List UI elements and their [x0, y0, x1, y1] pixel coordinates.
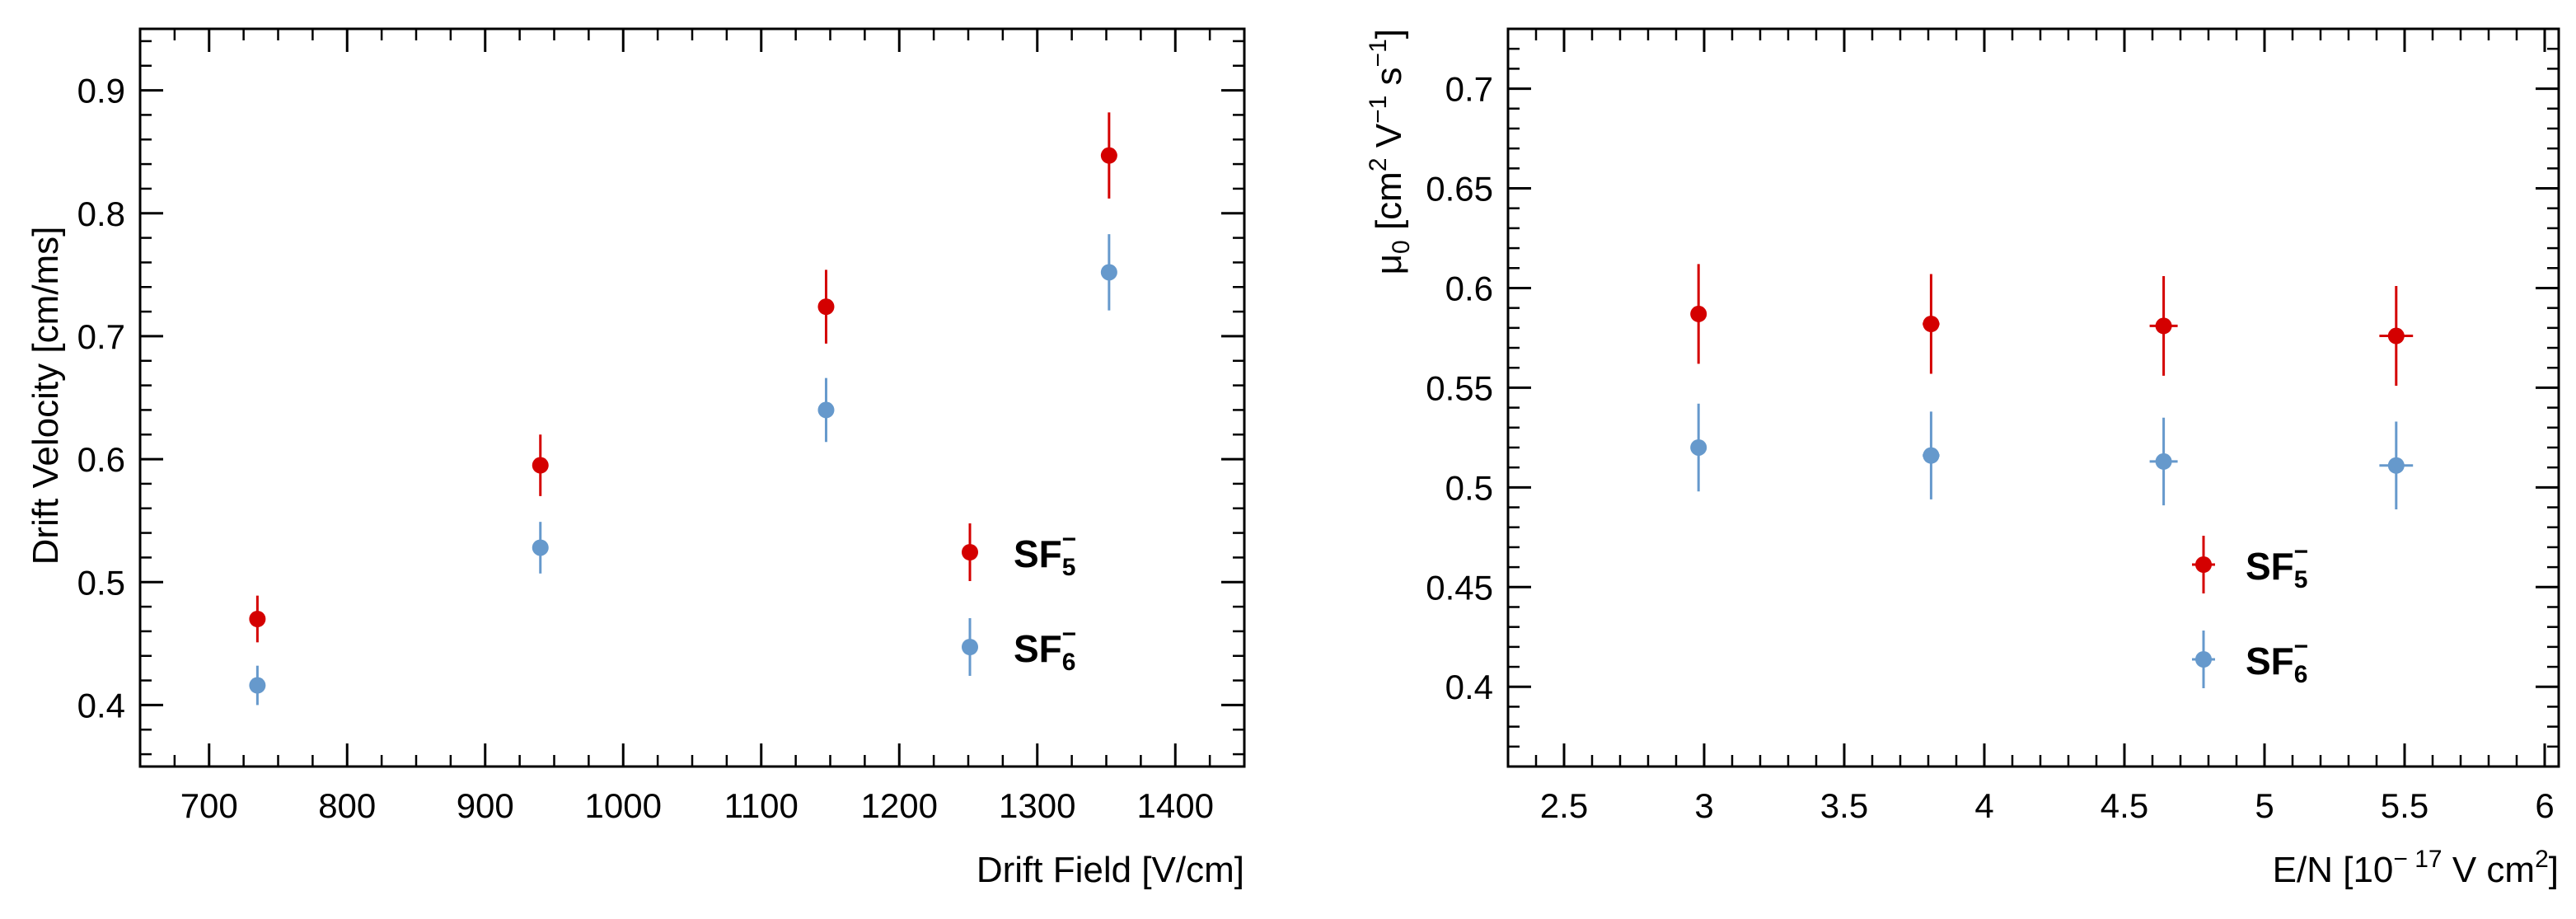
x-tick-label: 5.5: [2381, 786, 2428, 825]
data-point: [2155, 452, 2172, 470]
y-tick-label: 0.6: [1445, 269, 1493, 307]
x-tick-label: 1400: [1137, 786, 1214, 825]
plot-frame: [1506, 27, 2560, 768]
legend-label-sf5: SF5−: [1014, 526, 1076, 581]
legend-label-sub: 6: [1062, 649, 1076, 676]
x-tick-label: 1000: [585, 786, 662, 825]
data-point: [1690, 438, 1707, 456]
legend-marker: [962, 639, 978, 655]
data-point: [2155, 317, 2172, 335]
y-tick-label: 0.65: [1426, 170, 1493, 209]
legend-entry-sf6: SF6−: [962, 618, 1076, 676]
legend: SF5− SF6−: [962, 523, 1076, 676]
y-tick-label: 0.5: [1445, 468, 1493, 507]
legend-label-main: SF: [2246, 640, 2294, 682]
y-axis-title-sup: −1: [1365, 96, 1392, 124]
x-axis-title-part: V cm: [2443, 850, 2535, 890]
legend-label-sub: 5: [2294, 566, 2308, 593]
y-tick-label: 0.45: [1426, 568, 1493, 607]
y-axis-title-sub: 0: [1388, 240, 1415, 254]
x-axis-title-part: ]: [2549, 850, 2559, 890]
x-tick-label: 800: [318, 786, 376, 825]
legend-label-sup: −: [1061, 621, 1076, 648]
x-tick-label: 5: [2255, 786, 2274, 825]
y-axis-title-part: μ: [1369, 254, 1409, 274]
x-axis-title-part: E/N [10: [2273, 850, 2394, 890]
y-tick-label: 0.6: [77, 440, 125, 479]
plot-frame: [138, 27, 1246, 768]
legend-label-sf6: SF6−: [2246, 633, 2308, 688]
y-tick-label: 0.4: [77, 686, 125, 724]
y-axis-title-part: ]: [1369, 29, 1409, 39]
legend-label-sup: −: [2293, 538, 2308, 565]
legend-label-sub: 6: [2294, 661, 2308, 688]
x-tick-label: 1200: [861, 786, 938, 825]
legend-label-main: SF: [2246, 545, 2294, 588]
legend: SF5− SF6−: [2192, 536, 2308, 688]
legend-label-sup: −: [1061, 526, 1076, 553]
legend-label-sf6: SF6−: [1014, 621, 1076, 676]
y-tick-label: 0.7: [1445, 70, 1493, 109]
y-tick-label: 0.55: [1426, 368, 1493, 407]
y-tick-label: 0.5: [77, 563, 125, 602]
series-SF5-: [249, 112, 1117, 643]
drift-velocity-chart: 700 800 900 1000 1100 1200 1300 1400 0.4 0.5 0.6 0…: [26, 27, 1246, 890]
y-tick-label: 0.7: [77, 317, 125, 356]
x-tick-label: 700: [180, 786, 238, 825]
data-point: [1923, 316, 1940, 332]
x-axis-title: Drift Field [V/cm]: [977, 850, 1244, 890]
data-point: [2387, 457, 2405, 474]
data-point: [1100, 147, 1117, 164]
legend-label-sup: −: [2293, 633, 2308, 660]
legend-label-sf5: SF5−: [2246, 538, 2308, 593]
series-SF5-: [1690, 264, 2414, 386]
y-axis-title-part: s: [1369, 67, 1409, 95]
x-axis-title-sup: − 17: [2393, 846, 2442, 873]
x-tick-label: 900: [457, 786, 514, 825]
x-axis-title-sup: 2: [2535, 846, 2549, 873]
x-tick-label: 2.5: [1540, 786, 1588, 825]
y-tick-label: 0.4: [1445, 668, 1493, 706]
x-tick-label: 1100: [724, 786, 799, 825]
x-tick-label: 1300: [999, 786, 1075, 825]
legend-label-sub: 5: [1062, 554, 1076, 581]
y-axis-title: μ0 [cm2 V−1 s−1]: [1365, 29, 1415, 274]
y-axis-title: Drift Velocity [cm/ms]: [26, 227, 66, 565]
x-tick-label: 3.5: [1820, 786, 1868, 825]
series-SF6-: [1690, 403, 2414, 509]
legend-entry-sf6: SF6−: [2192, 631, 2308, 688]
data-point: [2387, 327, 2405, 345]
x-tick-label: 3: [1694, 786, 1713, 825]
y-axis-title-sup: −1: [1365, 39, 1392, 67]
legend-entry-sf5: SF5−: [962, 523, 1076, 581]
y-tick-label: 0.9: [77, 72, 125, 110]
x-tick-label: 4.5: [2101, 786, 2148, 825]
data-point: [817, 298, 835, 316]
legend-label-main: SF: [1014, 532, 1062, 575]
data-point: [1100, 264, 1117, 281]
legend-marker: [2195, 556, 2212, 573]
data-point: [817, 401, 835, 419]
legend-entry-sf5: SF5−: [2192, 536, 2308, 593]
legend-marker: [2195, 651, 2212, 668]
data-point: [1690, 305, 1707, 322]
data-point: [532, 457, 549, 474]
mobility-chart: 2.5 3 3.5 4 4.5 5 5.5 6 0.4 0.45 0.5 0.55 0.6 0.65 0.…: [1365, 27, 2560, 890]
y-tick-label: 0.8: [77, 195, 125, 233]
y-axis-title-sup: 2: [1365, 157, 1392, 171]
x-tick-label: 4: [1974, 786, 1993, 825]
y-axis-title-part: V: [1369, 123, 1409, 157]
legend-label-main: SF: [1014, 627, 1062, 670]
series-SF6-: [249, 234, 1117, 706]
x-tick-label: 6: [2535, 786, 2554, 825]
y-axis-title-part: [cm: [1369, 171, 1409, 240]
data-point: [249, 677, 266, 694]
data-point: [1923, 447, 1940, 464]
legend-marker: [962, 544, 978, 560]
x-axis-title: E/N [10− 17 V cm2]: [2273, 846, 2559, 890]
data-point: [249, 611, 266, 627]
data-point: [532, 539, 549, 556]
